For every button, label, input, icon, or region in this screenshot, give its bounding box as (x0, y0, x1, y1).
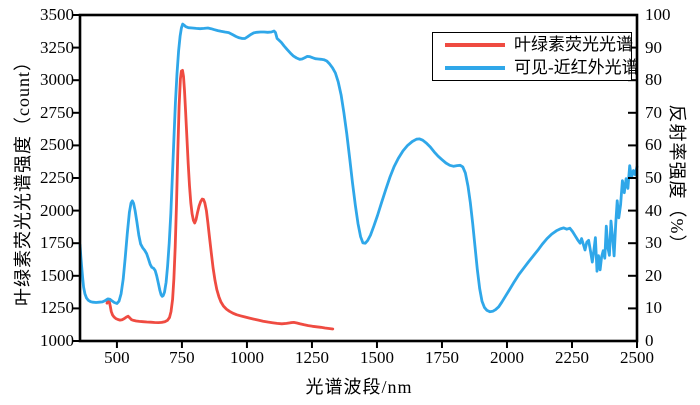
y-left-tick-label: 3000 (40, 70, 74, 90)
x-tick-label: 1500 (359, 348, 394, 367)
y-right-tick-label: 60 (645, 135, 662, 155)
x-tick-label: 2000 (489, 348, 524, 367)
y-left-tick-label: 2500 (40, 135, 74, 155)
legend-label-fluorescence: 叶绿素荧光光谱 (514, 35, 633, 54)
y-left-tick-label: 2750 (40, 102, 74, 122)
legend-label-visnir: 可见-近红外光谱 (514, 58, 639, 77)
blue-line-sample-icon (445, 66, 505, 70)
y-left-tick-label: 3250 (40, 37, 74, 57)
x-tick-label: 750 (169, 348, 195, 367)
y-right-tick-label: 20 (645, 265, 662, 285)
x-tick-label: 2500 (620, 348, 654, 367)
y-left-tick-label: 1500 (40, 265, 74, 285)
y-right-tick-label: 90 (645, 37, 662, 57)
y-left-tick-label: 1750 (40, 233, 74, 253)
vis-nir-reflectance-line (78, 22, 639, 314)
y-left-tick-label: 3500 (40, 5, 74, 24)
y-right-tick-label: 50 (645, 168, 662, 187)
y-right-tick-label: 70 (645, 102, 662, 122)
y-right-tick-label: 100 (645, 5, 671, 24)
x-tick-label: 2250 (554, 348, 589, 367)
y-left-tick-label: 1250 (40, 298, 74, 318)
x-axis-title: 光谱波段/nm (305, 377, 413, 397)
red-line-sample-icon (445, 43, 505, 47)
y-right-axis-title: 反射率强度（%） (667, 104, 687, 254)
x-tick-label: 500 (104, 348, 130, 367)
y-left-tick-label: 1000 (40, 331, 74, 350)
x-tick-label: 1000 (229, 348, 264, 367)
y-right-tick-label: 80 (645, 70, 662, 90)
y-left-tick-label: 2250 (40, 168, 74, 187)
legend: 叶绿素荧光光谱 可见-近红外光谱 (432, 32, 639, 81)
legend-item-visnir: 可见-近红外光谱 (433, 57, 639, 79)
legend-item-fluorescence: 叶绿素荧光光谱 (433, 34, 633, 56)
y-right-tick-label: 10 (645, 298, 662, 318)
chlorophyll-fluorescence-line (105, 69, 335, 331)
y-right-tick-label: 30 (645, 233, 662, 253)
x-tick-label: 1250 (294, 348, 329, 367)
y-left-tick-label: 2000 (40, 200, 74, 220)
y-left-axis-title: 叶绿素荧光光谱强度（count） (13, 52, 33, 306)
y-right-tick-label: 0 (645, 331, 654, 350)
x-tick-label: 1750 (424, 348, 459, 367)
y-right-tick-label: 40 (645, 200, 662, 220)
